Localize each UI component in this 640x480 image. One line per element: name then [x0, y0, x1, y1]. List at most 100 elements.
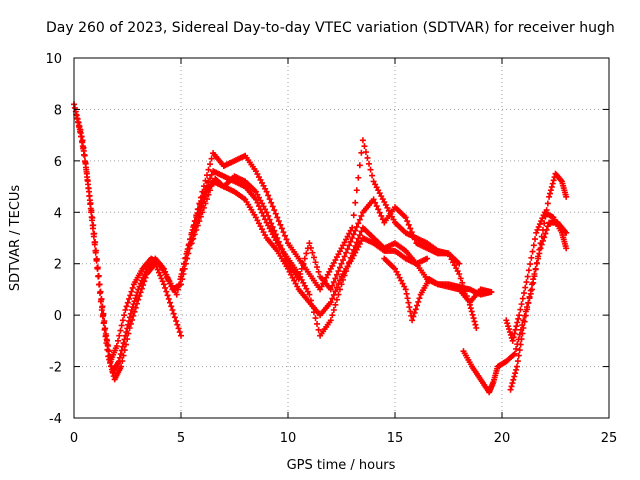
data-point [205, 166, 212, 173]
data-point [518, 336, 525, 343]
data-point [327, 299, 334, 306]
data-point [121, 312, 128, 319]
data-point [132, 304, 139, 311]
data-point [81, 152, 88, 159]
data-point [340, 276, 347, 283]
data-point [174, 321, 181, 328]
x-axis-label: GPS time / hours [287, 458, 396, 473]
data-point [344, 246, 351, 253]
data-point [544, 200, 551, 207]
data-point [517, 306, 524, 313]
data-point [278, 225, 285, 232]
data-point [265, 212, 272, 219]
data-point [332, 275, 339, 282]
data-point [407, 308, 414, 315]
data-point [358, 212, 365, 219]
data-point [277, 221, 284, 228]
data-point [169, 307, 176, 313]
data-point [84, 176, 91, 183]
series-track-9 [507, 219, 570, 393]
data-point [535, 223, 542, 230]
data-point [537, 245, 544, 252]
data-point [90, 233, 97, 240]
data-point [522, 312, 529, 319]
data-point [346, 259, 353, 266]
data-point [520, 325, 527, 331]
series-track-7 [460, 170, 570, 396]
data-point [350, 212, 357, 219]
data-point [467, 305, 474, 312]
data-point [300, 260, 307, 267]
data-point [118, 363, 125, 370]
data-point [274, 235, 281, 241]
data-point [408, 229, 415, 236]
data-point [126, 295, 133, 302]
data-point [471, 318, 478, 325]
data-point [142, 274, 149, 281]
data-point [411, 309, 418, 316]
data-point [181, 261, 188, 268]
data-point [263, 209, 270, 216]
data-point [402, 214, 409, 221]
data-point [74, 115, 81, 122]
data-point [504, 320, 511, 327]
data-point [410, 313, 417, 320]
data-point [281, 232, 288, 239]
data-point [338, 260, 345, 267]
data-point [119, 358, 126, 365]
data-point [327, 317, 334, 324]
data-point [529, 248, 536, 255]
data-point [307, 297, 314, 304]
data-point [205, 191, 212, 198]
data-point [184, 248, 191, 255]
data-point [196, 200, 203, 207]
data-point [281, 253, 288, 260]
x-tick-label: 0 [70, 431, 78, 446]
data-point [516, 347, 523, 354]
data-point [207, 161, 214, 168]
data-point [122, 332, 129, 339]
data-point [78, 133, 85, 140]
data-point [178, 332, 184, 339]
data-point [514, 358, 521, 365]
data-point [82, 160, 89, 167]
data-point [207, 187, 214, 194]
data-point [174, 286, 181, 293]
data-point [203, 172, 210, 179]
y-tick-label: 10 [45, 52, 62, 67]
data-point [127, 320, 134, 327]
data-point [347, 254, 354, 261]
data-point [125, 330, 132, 337]
data-point [182, 254, 189, 261]
data-point [88, 209, 95, 216]
data-point [122, 307, 129, 313]
data-point [327, 286, 334, 293]
data-point [521, 318, 528, 325]
data-point [194, 206, 201, 213]
data-point [310, 254, 317, 261]
y-tick-label: -4 [49, 412, 62, 427]
data-point [336, 286, 343, 293]
data-point [159, 278, 166, 285]
data-point [274, 214, 281, 221]
data-point [89, 225, 96, 232]
data-point [333, 271, 340, 278]
data-point [523, 279, 530, 286]
data-point [469, 311, 476, 318]
data-point [175, 325, 182, 332]
data-point [113, 343, 120, 349]
data-point [511, 373, 518, 380]
data-point [503, 317, 510, 324]
data-point [369, 172, 376, 179]
data-point [563, 193, 570, 200]
data-point [341, 253, 348, 260]
data-point [87, 201, 94, 208]
data-point [208, 182, 215, 189]
data-point [538, 241, 545, 248]
data-point [124, 299, 131, 306]
data-point [329, 312, 336, 319]
data-point [306, 240, 313, 247]
data-point [272, 231, 279, 238]
data-point [173, 291, 180, 298]
